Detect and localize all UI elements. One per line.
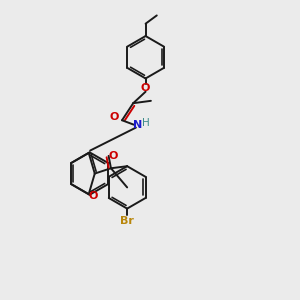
Text: O: O [141,83,150,93]
Text: O: O [109,151,118,161]
Text: H: H [142,118,149,128]
Text: O: O [88,191,98,201]
Text: O: O [109,112,119,122]
Text: N: N [133,120,142,130]
Text: Br: Br [120,216,134,226]
